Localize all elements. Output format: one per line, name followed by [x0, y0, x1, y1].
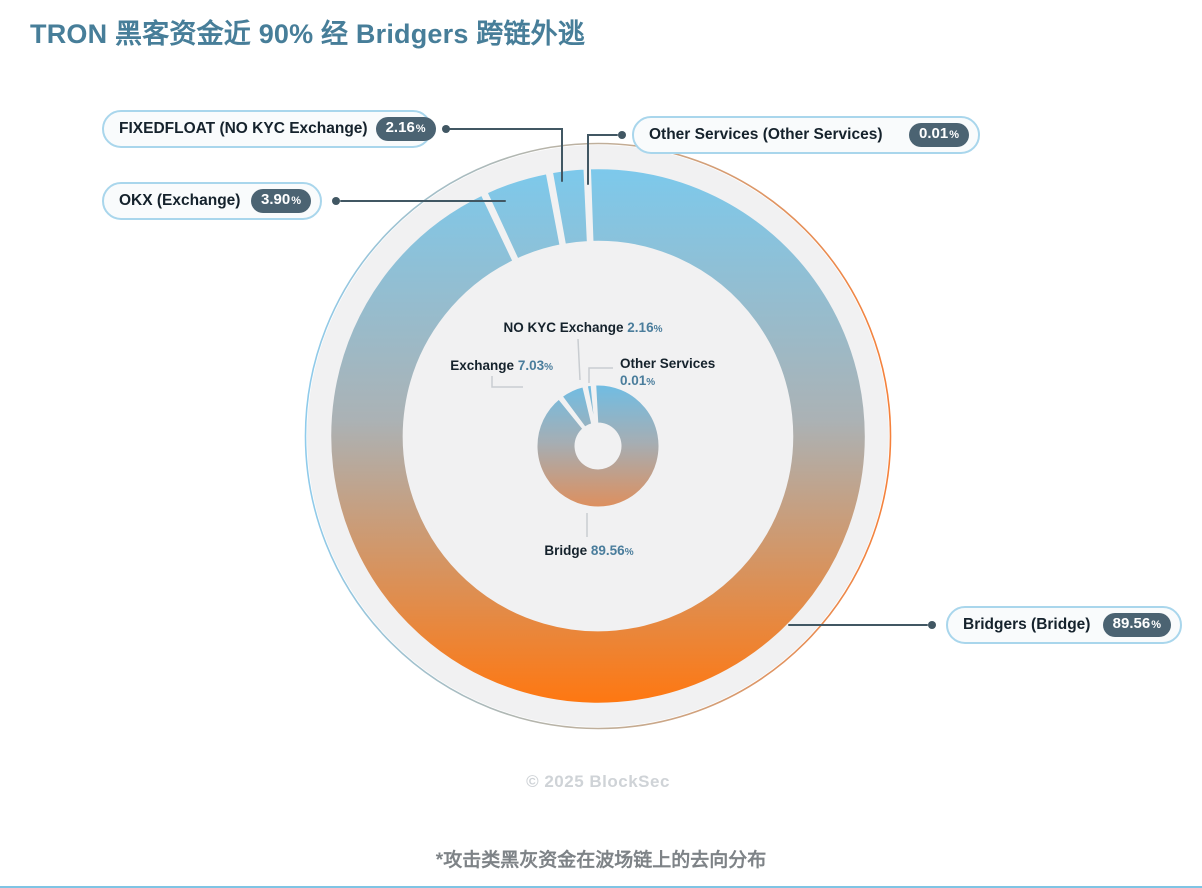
leader-dot-fixedfloat	[442, 125, 450, 133]
callout-label: Other Services (Other Services)	[649, 126, 883, 143]
inner-ring-slice-bridge	[534, 382, 662, 510]
callout-label: OKX (Exchange)	[119, 192, 241, 209]
callout-fixedfloat: FIXEDFLOAT (NO KYC Exchange) 2.16%	[102, 110, 436, 148]
inner-label-exchange: Exchange 7.03%	[450, 358, 553, 373]
inner-ring-slice-no-kyc-exchange	[584, 382, 598, 426]
percent-badge: 3.90%	[251, 189, 311, 213]
ring-slices	[326, 164, 870, 708]
footnote-text: *攻击类黑灰资金在波场链上的去向分布	[435, 850, 767, 871]
leader-line-exchange	[491, 376, 523, 388]
percent-badge: 2.16%	[375, 117, 436, 141]
leader-dot-okx	[332, 197, 340, 205]
callout-leader-lines	[340, 128, 928, 626]
leader-dot-bridgers	[928, 621, 936, 629]
outline-circle	[304, 142, 892, 730]
leader-line-no-kyc	[577, 338, 581, 381]
callout-other-services: Other Services (Other Services) 0.01%	[632, 116, 980, 154]
percent-badge: 89.56%	[1102, 613, 1171, 637]
leader-line-other-services	[587, 134, 618, 185]
callout-label: Bridgers (Bridge)	[963, 616, 1091, 633]
inner-label-no-kyc-exchange: NO KYC Exchange 2.16%	[503, 320, 663, 335]
callout-leader-dots	[332, 125, 936, 629]
callout-okx: OKX (Exchange) 3.90%	[102, 182, 322, 220]
copyright-text: © 2025 BlockSec	[526, 772, 670, 791]
bottom-accent-bar	[0, 886, 1202, 888]
leader-line-fixedfloat	[449, 128, 563, 182]
leader-line-other-inner	[588, 367, 613, 383]
inner-label-bridge: Bridge 89.56%	[544, 543, 634, 558]
inner-label-other-services: Other Services 0.01%	[620, 356, 716, 388]
percent-badge: 0.01%	[909, 123, 969, 147]
callout-label: FIXEDFLOAT (NO KYC Exchange)	[119, 120, 368, 137]
leader-dot-other-services	[618, 131, 626, 139]
page-title: TRON 黑客资金近 90% 经 Bridgers 跨链外逃	[30, 19, 586, 49]
inner-leader-lines	[491, 338, 613, 537]
callout-bridgers: Bridgers (Bridge) 89.56%	[946, 606, 1182, 644]
outer-ring-slice-bridgers-bridge	[326, 164, 870, 708]
